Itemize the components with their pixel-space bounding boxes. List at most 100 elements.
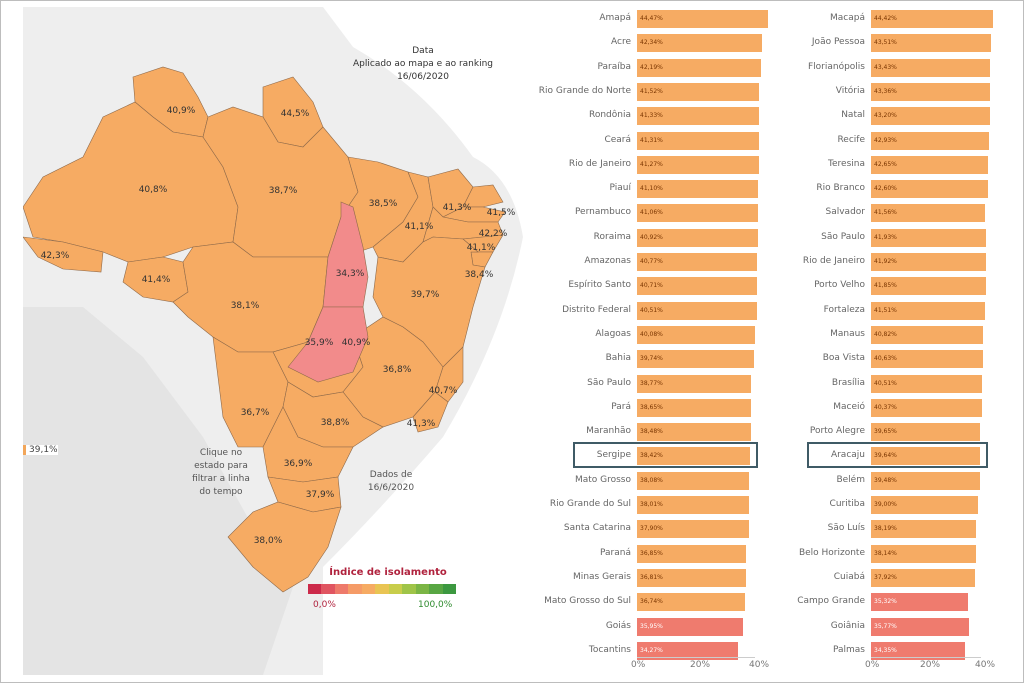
ranking-row[interactable]: Espírito Santo 40,71% — [521, 276, 773, 296]
state-acre[interactable] — [23, 236, 104, 273]
ranking-row[interactable]: Ceará 41,31% — [521, 131, 773, 150]
ranking-row[interactable]: Rondônia 41,33% — [521, 106, 773, 126]
ranking-bar[interactable]: 38,65% — [637, 398, 752, 417]
ranking-row[interactable]: Aracaju 39,64% — [771, 446, 998, 466]
ranking-row[interactable]: Goiânia 35,77% — [771, 617, 998, 636]
ranking-row[interactable]: Tocantins 34,27% — [521, 641, 773, 660]
ranking-bar[interactable]: 42,34% — [637, 34, 762, 53]
ranking-row[interactable]: Porto Alegre 39,65% — [771, 422, 998, 442]
state-rio-grande-do-norte[interactable] — [462, 184, 504, 208]
ranking-bar[interactable]: 42,65% — [871, 155, 989, 174]
ranking-row[interactable]: São Luís 38,19% — [771, 519, 998, 539]
ranking-row[interactable]: Santa Catarina 37,90% — [521, 519, 773, 539]
ranking-row[interactable]: João Pessoa 43,51% — [771, 33, 998, 53]
ranking-row[interactable]: Amapá 44,47% — [521, 9, 773, 28]
ranking-row[interactable]: Rio Branco 42,60% — [771, 179, 998, 199]
ranking-row[interactable]: Acre 42,34% — [521, 33, 773, 53]
ranking-bar[interactable]: 42,93% — [871, 131, 990, 150]
ranking-row[interactable]: Rio de Janeiro 41,92% — [771, 252, 998, 271]
ranking-bar[interactable]: 40,63% — [871, 350, 983, 369]
ranking-bar[interactable]: 36,85% — [637, 544, 746, 563]
ranking-row[interactable]: Campo Grande 35,32% — [771, 592, 998, 612]
ranking-bar[interactable]: 40,51% — [637, 301, 757, 320]
ranking-bar[interactable]: 41,10% — [637, 180, 759, 199]
ranking-bar[interactable]: 41,27% — [637, 155, 759, 174]
ranking-bar[interactable]: 35,77% — [871, 617, 970, 636]
ranking-row[interactable]: Maranhão 38,48% — [521, 422, 773, 442]
ranking-row[interactable]: Fortaleza 41,51% — [771, 301, 998, 320]
ranking-bar[interactable]: 40,71% — [637, 277, 758, 296]
ranking-bar[interactable]: 35,95% — [637, 617, 744, 636]
ranking-bar[interactable]: 38,08% — [637, 471, 750, 490]
ranking-bar[interactable]: 37,92% — [871, 568, 976, 587]
ranking-row[interactable]: Vitória 43,36% — [771, 82, 998, 101]
ranking-row[interactable]: Sergipe 38,42% — [521, 446, 773, 466]
ranking-row[interactable]: Roraima 40,92% — [521, 228, 773, 247]
ranking-row[interactable]: Goiás 35,95% — [521, 617, 773, 636]
ranking-row[interactable]: Mato Grosso do Sul 36,74% — [521, 592, 773, 612]
ranking-row[interactable]: Paraná 36,85% — [521, 544, 773, 563]
ranking-row[interactable]: Macapá 44,42% — [771, 9, 998, 28]
ranking-bar[interactable]: 34,27% — [637, 641, 739, 660]
ranking-row[interactable]: Palmas 34,35% — [771, 641, 998, 660]
ranking-row[interactable]: São Paulo 41,93% — [771, 228, 998, 247]
ranking-row[interactable]: Salvador 41,56% — [771, 203, 998, 223]
ranking-bar[interactable]: 38,19% — [871, 520, 977, 539]
ranking-bar[interactable]: 39,00% — [871, 496, 979, 514]
ranking-bar[interactable]: 41,33% — [637, 107, 759, 126]
ranking-row[interactable]: Rio de Janeiro 41,27% — [521, 155, 773, 174]
ranking-row[interactable]: Brasília 40,51% — [771, 374, 998, 393]
ranking-row[interactable]: Manaus 40,82% — [771, 325, 998, 344]
ranking-row[interactable]: Recife 42,93% — [771, 131, 998, 150]
ranking-bar[interactable]: 37,90% — [637, 520, 749, 539]
ranking-bar[interactable]: 38,77% — [637, 374, 752, 393]
ranking-bar[interactable]: 41,85% — [871, 277, 987, 296]
state-rio-de-janeiro[interactable] — [412, 391, 449, 433]
ranking-row[interactable]: Paraíba 42,19% — [521, 58, 773, 77]
ranking-bar[interactable]: 43,51% — [871, 34, 991, 53]
ranking-row[interactable]: Boa Vista 40,63% — [771, 349, 998, 369]
ranking-bar[interactable]: 40,77% — [637, 253, 758, 271]
ranking-bar[interactable]: 43,36% — [871, 82, 991, 101]
ranking-bar[interactable]: 35,32% — [871, 593, 969, 612]
ranking-bar[interactable]: 38,42% — [637, 447, 751, 466]
ranking-bar[interactable]: 38,48% — [637, 423, 751, 442]
ranking-bar[interactable]: 34,35% — [871, 641, 966, 660]
ranking-bar[interactable]: 40,08% — [637, 325, 756, 344]
ranking-bar[interactable]: 44,47% — [637, 10, 769, 28]
ranking-bar[interactable]: 41,93% — [871, 228, 987, 247]
state-tocantins-south[interactable] — [287, 306, 369, 383]
ranking-bar[interactable]: 41,52% — [637, 82, 760, 101]
ranking-bar[interactable]: 41,56% — [871, 204, 986, 223]
ranking-row[interactable]: Alagoas 40,08% — [521, 325, 773, 344]
ranking-row[interactable]: Maceió 40,37% — [771, 398, 998, 417]
ranking-row[interactable]: Teresina 42,65% — [771, 155, 998, 174]
ranking-bar[interactable]: 39,65% — [871, 423, 981, 442]
ranking-bar[interactable]: 39,74% — [637, 350, 755, 369]
ranking-bar[interactable]: 36,74% — [637, 593, 746, 612]
ranking-bar[interactable]: 40,82% — [871, 325, 984, 344]
ranking-bar[interactable]: 39,64% — [871, 447, 980, 466]
ranking-row[interactable]: São Paulo 38,77% — [521, 374, 773, 393]
ranking-bar[interactable]: 41,06% — [637, 204, 759, 223]
ranking-row[interactable]: Belo Horizonte 38,14% — [771, 544, 998, 563]
ranking-bar[interactable]: 41,51% — [871, 301, 986, 320]
ranking-bar[interactable]: 38,14% — [871, 544, 976, 563]
ranking-row[interactable]: Bahia 39,74% — [521, 349, 773, 369]
ranking-row[interactable]: Minas Gerais 36,81% — [521, 568, 773, 587]
state-espirito-santo[interactable] — [434, 346, 464, 403]
ranking-bar[interactable]: 41,31% — [637, 131, 759, 150]
ranking-row[interactable]: Rio Grande do Sul 38,01% — [521, 495, 773, 514]
ranking-row[interactable]: Cuiabá 37,92% — [771, 568, 998, 587]
ranking-row[interactable]: Mato Grosso 38,08% — [521, 471, 773, 490]
date-header-value[interactable]: 16/06/2020 — [397, 72, 449, 82]
ranking-bar[interactable]: 43,43% — [871, 58, 991, 77]
ranking-bar[interactable]: 36,81% — [637, 568, 746, 587]
ranking-row[interactable]: Rio Grande do Norte 41,52% — [521, 82, 773, 101]
state-rio-grande-do-sul[interactable] — [227, 501, 342, 593]
ranking-row[interactable]: Curitiba 39,00% — [771, 495, 998, 514]
ranking-row[interactable]: Pará 38,65% — [521, 398, 773, 417]
ranking-bar[interactable]: 40,92% — [637, 228, 758, 247]
ranking-row[interactable]: Pernambuco 41,06% — [521, 203, 773, 223]
ranking-row[interactable]: Piauí 41,10% — [521, 179, 773, 199]
